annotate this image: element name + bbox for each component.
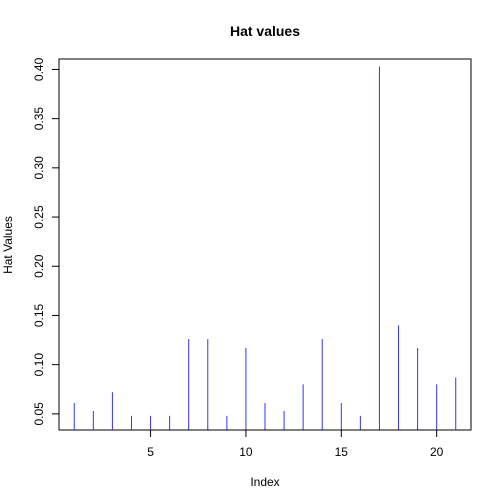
y-tick-label-0.30: 0.30 [32, 156, 46, 180]
y-tick-label-0.15: 0.15 [32, 303, 46, 327]
x-axis-label: Index [250, 475, 279, 489]
y-tick-label-0.05: 0.05 [32, 402, 46, 426]
y-tick-label-0.10: 0.10 [32, 353, 46, 377]
plot-frame [58, 58, 472, 431]
x-tick-label-10: 10 [239, 445, 253, 459]
y-tick-label-0.25: 0.25 [32, 205, 46, 229]
y-tick-label-0.35: 0.35 [32, 107, 46, 131]
bars-group [73, 66, 457, 430]
x-tick-label-20: 20 [430, 445, 444, 459]
y-tick-label-0.40: 0.40 [32, 57, 46, 81]
x-tick-label-5: 5 [147, 445, 154, 459]
chart-title: Hat values [230, 23, 300, 39]
y-axis: 0.05 0.10 0.15 0.20 0.25 0.30 0.35 0.40 [32, 57, 60, 426]
y-tick-label-0.20: 0.20 [32, 254, 46, 278]
x-axis: 5 10 15 20 [147, 429, 444, 459]
y-axis-label: Hat Values [1, 216, 15, 274]
x-tick-label-15: 15 [335, 445, 349, 459]
